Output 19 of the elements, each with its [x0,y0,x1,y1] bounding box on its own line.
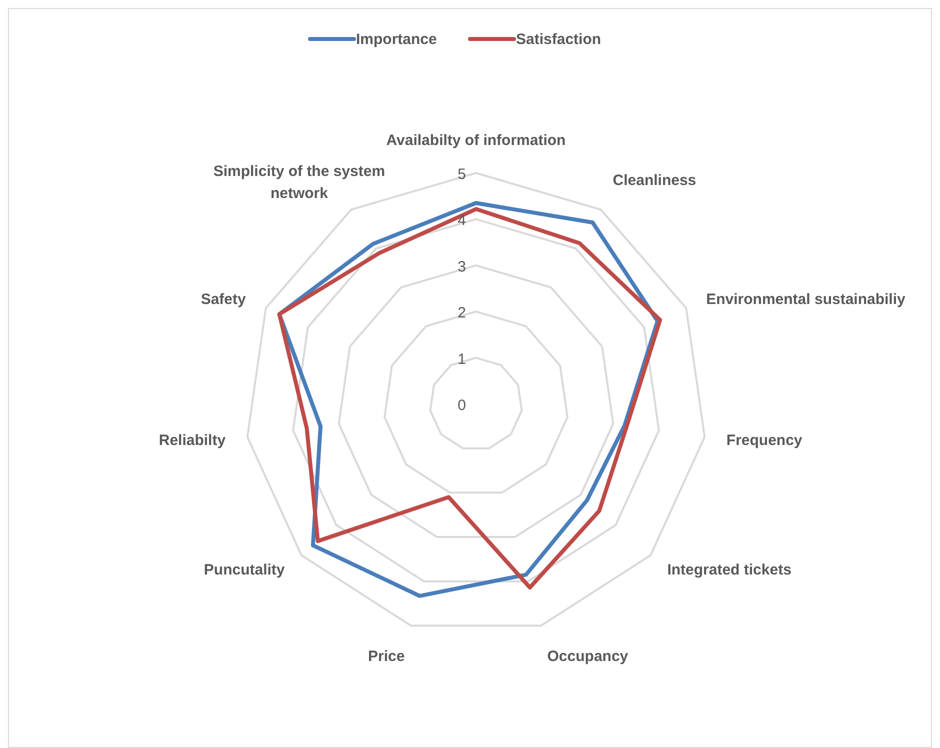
spoke-label: Reliabilty [158,432,226,450]
spoke-label: Price [368,648,405,665]
spoke-label: Safety [200,290,247,308]
spoke-label: Simplicity of the system network [213,163,386,202]
y-tick-label: 2 [458,304,466,322]
spoke-label: Frequency [726,432,803,450]
spoke-label: Availabilty of information [386,132,566,149]
spoke-label: Integrated tickets [667,562,792,579]
legend-label: Satisfaction [516,31,602,48]
y-tick-label: 3 [458,258,466,276]
y-tick-label: 4 [458,212,466,230]
spoke-label: Occupancy [547,648,629,665]
y-tick-label: 0 [458,397,466,414]
spoke-label: Environmental sustainabiliy [706,290,906,308]
y-tick-label: 5 [458,166,466,183]
spoke-label: Puncutality [204,562,286,579]
legend-label: Importance [356,31,437,48]
spoke-label: Cleanliness [612,172,696,190]
y-tick-label: 1 [458,350,466,368]
